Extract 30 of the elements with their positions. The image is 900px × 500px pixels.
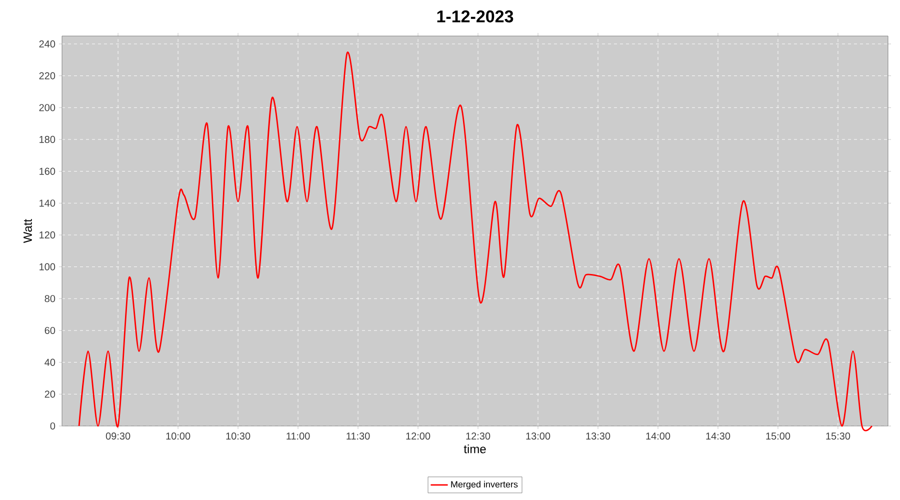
x-tick-label: 14:30: [706, 432, 730, 440]
y-tick-label: 120: [40, 231, 56, 239]
y-tick-label: 100: [40, 263, 56, 270]
y-tick-label: 80: [44, 295, 56, 302]
y-tick-label: 140: [40, 200, 56, 207]
y-tick-label: 20: [44, 390, 56, 398]
x-tick-label: 15:00: [766, 432, 790, 440]
y-tick-label: 180: [40, 136, 56, 143]
y-tick-label: 0: [50, 422, 56, 430]
x-tick-label: 13:30: [586, 432, 610, 440]
y-tick-label: 200: [39, 104, 56, 112]
y-tick-label: 220: [39, 72, 56, 80]
x-axis-title: time: [464, 444, 486, 454]
y-tick-label: 160: [40, 168, 56, 175]
x-tick-label: 14:00: [646, 432, 670, 440]
y-tick-label: 240: [39, 40, 56, 48]
x-tick-label: 15:30: [826, 432, 850, 440]
chart-title: 1-12-2023: [437, 10, 514, 22]
y-tick-label: 60: [44, 326, 56, 334]
legend-label: Merged inverters: [451, 480, 518, 490]
y-tick-label: 40: [44, 358, 56, 366]
x-tick-label: 10:00: [166, 432, 190, 440]
x-tick-label: 11:30: [346, 432, 370, 440]
x-tick-label: 12:30: [466, 432, 490, 440]
x-tick-label: 09:30: [106, 432, 130, 440]
y-axis-title: Watt: [24, 218, 32, 244]
x-tick-label: 13:00: [526, 432, 550, 440]
x-tick-label: 11:00: [286, 432, 310, 440]
x-tick-label: 10:30: [226, 432, 250, 440]
x-tick-label: 12:00: [406, 432, 430, 440]
